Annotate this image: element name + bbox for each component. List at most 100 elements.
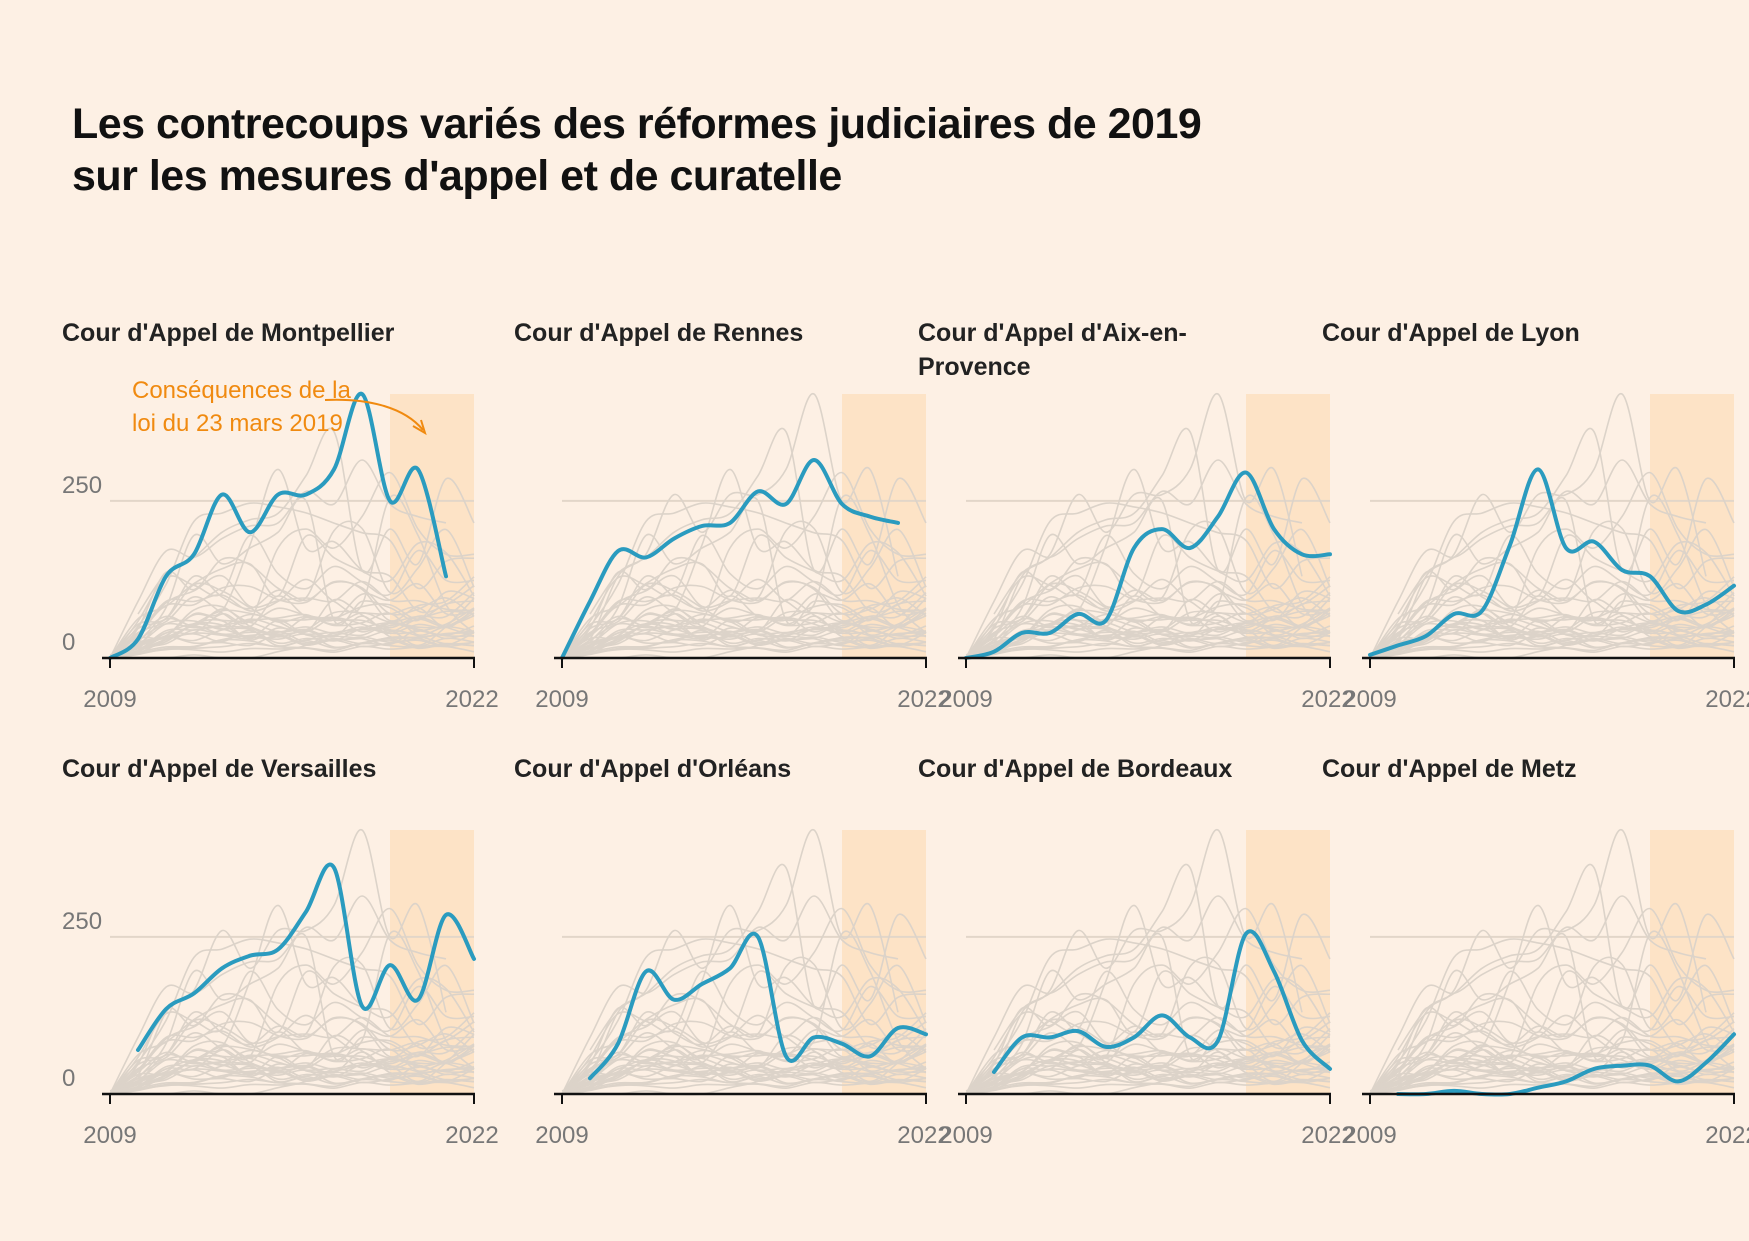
background-series-line [109,627,475,659]
background-series-line [965,591,1331,659]
panel-montpellier: Cour d'Appel de Montpellier 2009 2022 0 250 [62,316,499,736]
background-series-line [109,907,475,1095]
panel-title: Cour d'Appel d'Aix-en-Provence [918,319,1187,381]
background-series-line [109,632,475,659]
background-series-line [965,1068,1331,1095]
background-series-line [109,1063,475,1095]
panel-title: Cour d'Appel de Lyon [1322,319,1580,347]
background-series-line [965,895,1303,1095]
panel-versailles: Cour d'Appel de Versailles 2009 2022 0 250 [62,752,499,1172]
background-series-line [965,1027,1331,1095]
background-series-line [993,1033,1331,1096]
background-series-line [561,610,927,659]
background-series-line [1369,615,1735,659]
background-series-line [109,904,475,1092]
background-series-line [561,471,927,659]
background-series-line [965,632,1331,659]
background-series-line [1369,895,1707,1095]
background-series-line [561,591,927,659]
background-series-line [109,615,475,659]
background-series-line [561,1048,927,1095]
background-series-line [589,597,927,660]
background-series-line [965,600,1331,659]
background-series-line [965,612,1331,659]
background-series-line [1369,1063,1735,1095]
x-tick-label: 2022 [1301,686,1354,713]
x-tick-label: 2022 [897,686,950,713]
x-tick-label: 2022 [445,686,498,713]
background-series-line [965,459,1303,659]
background-series-line [965,904,1331,1092]
background-series-line [589,1033,927,1096]
background-series-line [965,610,1331,659]
x-tick-label: 2009 [939,1122,992,1149]
background-series-line [1369,1048,1735,1095]
background-series-line [137,497,475,643]
background-series-line [1369,610,1735,659]
background-series-line [561,600,927,659]
background-series-line [1369,534,1735,659]
background-series-line [561,622,927,659]
x-tick-label: 2022 [1705,1122,1749,1149]
highlight-series-line [992,929,1332,1074]
background-series-line [561,1051,927,1095]
panel-orleans: Cour d'Appel d'Orléans 2009 2022 [514,752,951,1172]
background-series-line [109,610,475,659]
background-series-line [993,494,1331,637]
background-series-line [1397,427,1735,615]
background-series-line [965,622,1331,659]
panel-title: Cour d'Appel d'Orléans [514,755,792,783]
background-series-line [561,1027,927,1095]
background-series-line [1397,494,1735,637]
background-series-line [993,597,1331,660]
background-series-line [1397,597,1735,660]
panel-title: Cour d'Appel de Bordeaux [918,755,1233,783]
background-series-line [1369,1051,1735,1095]
x-tick-label: 2009 [939,686,992,713]
line-chart: 2009 2022 0 250 [62,829,499,1149]
background-series-line [589,863,927,1051]
background-series-line [561,468,927,656]
background-series-line [137,494,475,637]
background-series-line [137,427,475,615]
panel-rennes: Cour d'Appel de Rennes 2009 2022 [514,316,951,736]
background-series-line [1369,1036,1735,1095]
background-series-line [1369,612,1735,659]
y-tick-label: 0 [62,629,75,656]
background-series-line [589,494,927,637]
background-series-line [1397,930,1735,1073]
background-series-line [993,497,1331,643]
background-series-line [137,930,475,1073]
background-series-line [1369,622,1735,659]
background-series-line [109,1058,475,1095]
background-series-line [1397,497,1735,643]
line-chart: 2009 2022 [1343,393,1749,713]
x-tick-label: 2022 [1301,1122,1354,1149]
background-series-line [109,534,475,659]
background-series-line [1397,933,1735,1079]
x-tick-label: 2009 [1343,686,1396,713]
background-series-line [109,1051,475,1095]
background-series-line [109,622,475,659]
background-series-line [1369,632,1735,659]
background-series-line [109,895,447,1095]
panel-title: Cour d'Appel de Rennes [514,319,804,347]
background-series-line [561,907,927,1095]
background-series-line [561,970,927,1095]
highlight-series-line [108,391,448,660]
background-series-line [561,895,899,1095]
background-series-line [109,1046,475,1095]
background-series-line [109,468,475,656]
annotation-law-2019: Conséquences de la loi du 23 mars 2019 [132,377,351,437]
line-chart: 2009 2022 [1343,829,1749,1149]
chart-title-line2: sur les mesures d'appel et de curatelle [72,152,842,200]
panel-title: Cour d'Appel de Versailles [62,755,377,783]
line-chart: 2009 2022 [939,393,1355,713]
background-series-line [1369,904,1735,1092]
x-tick-label: 2009 [535,686,588,713]
background-series-line [109,612,475,659]
x-tick-label: 2009 [83,686,136,713]
background-series-line [965,1063,1331,1095]
background-series-line [965,627,1331,659]
background-series-line [109,1048,475,1095]
